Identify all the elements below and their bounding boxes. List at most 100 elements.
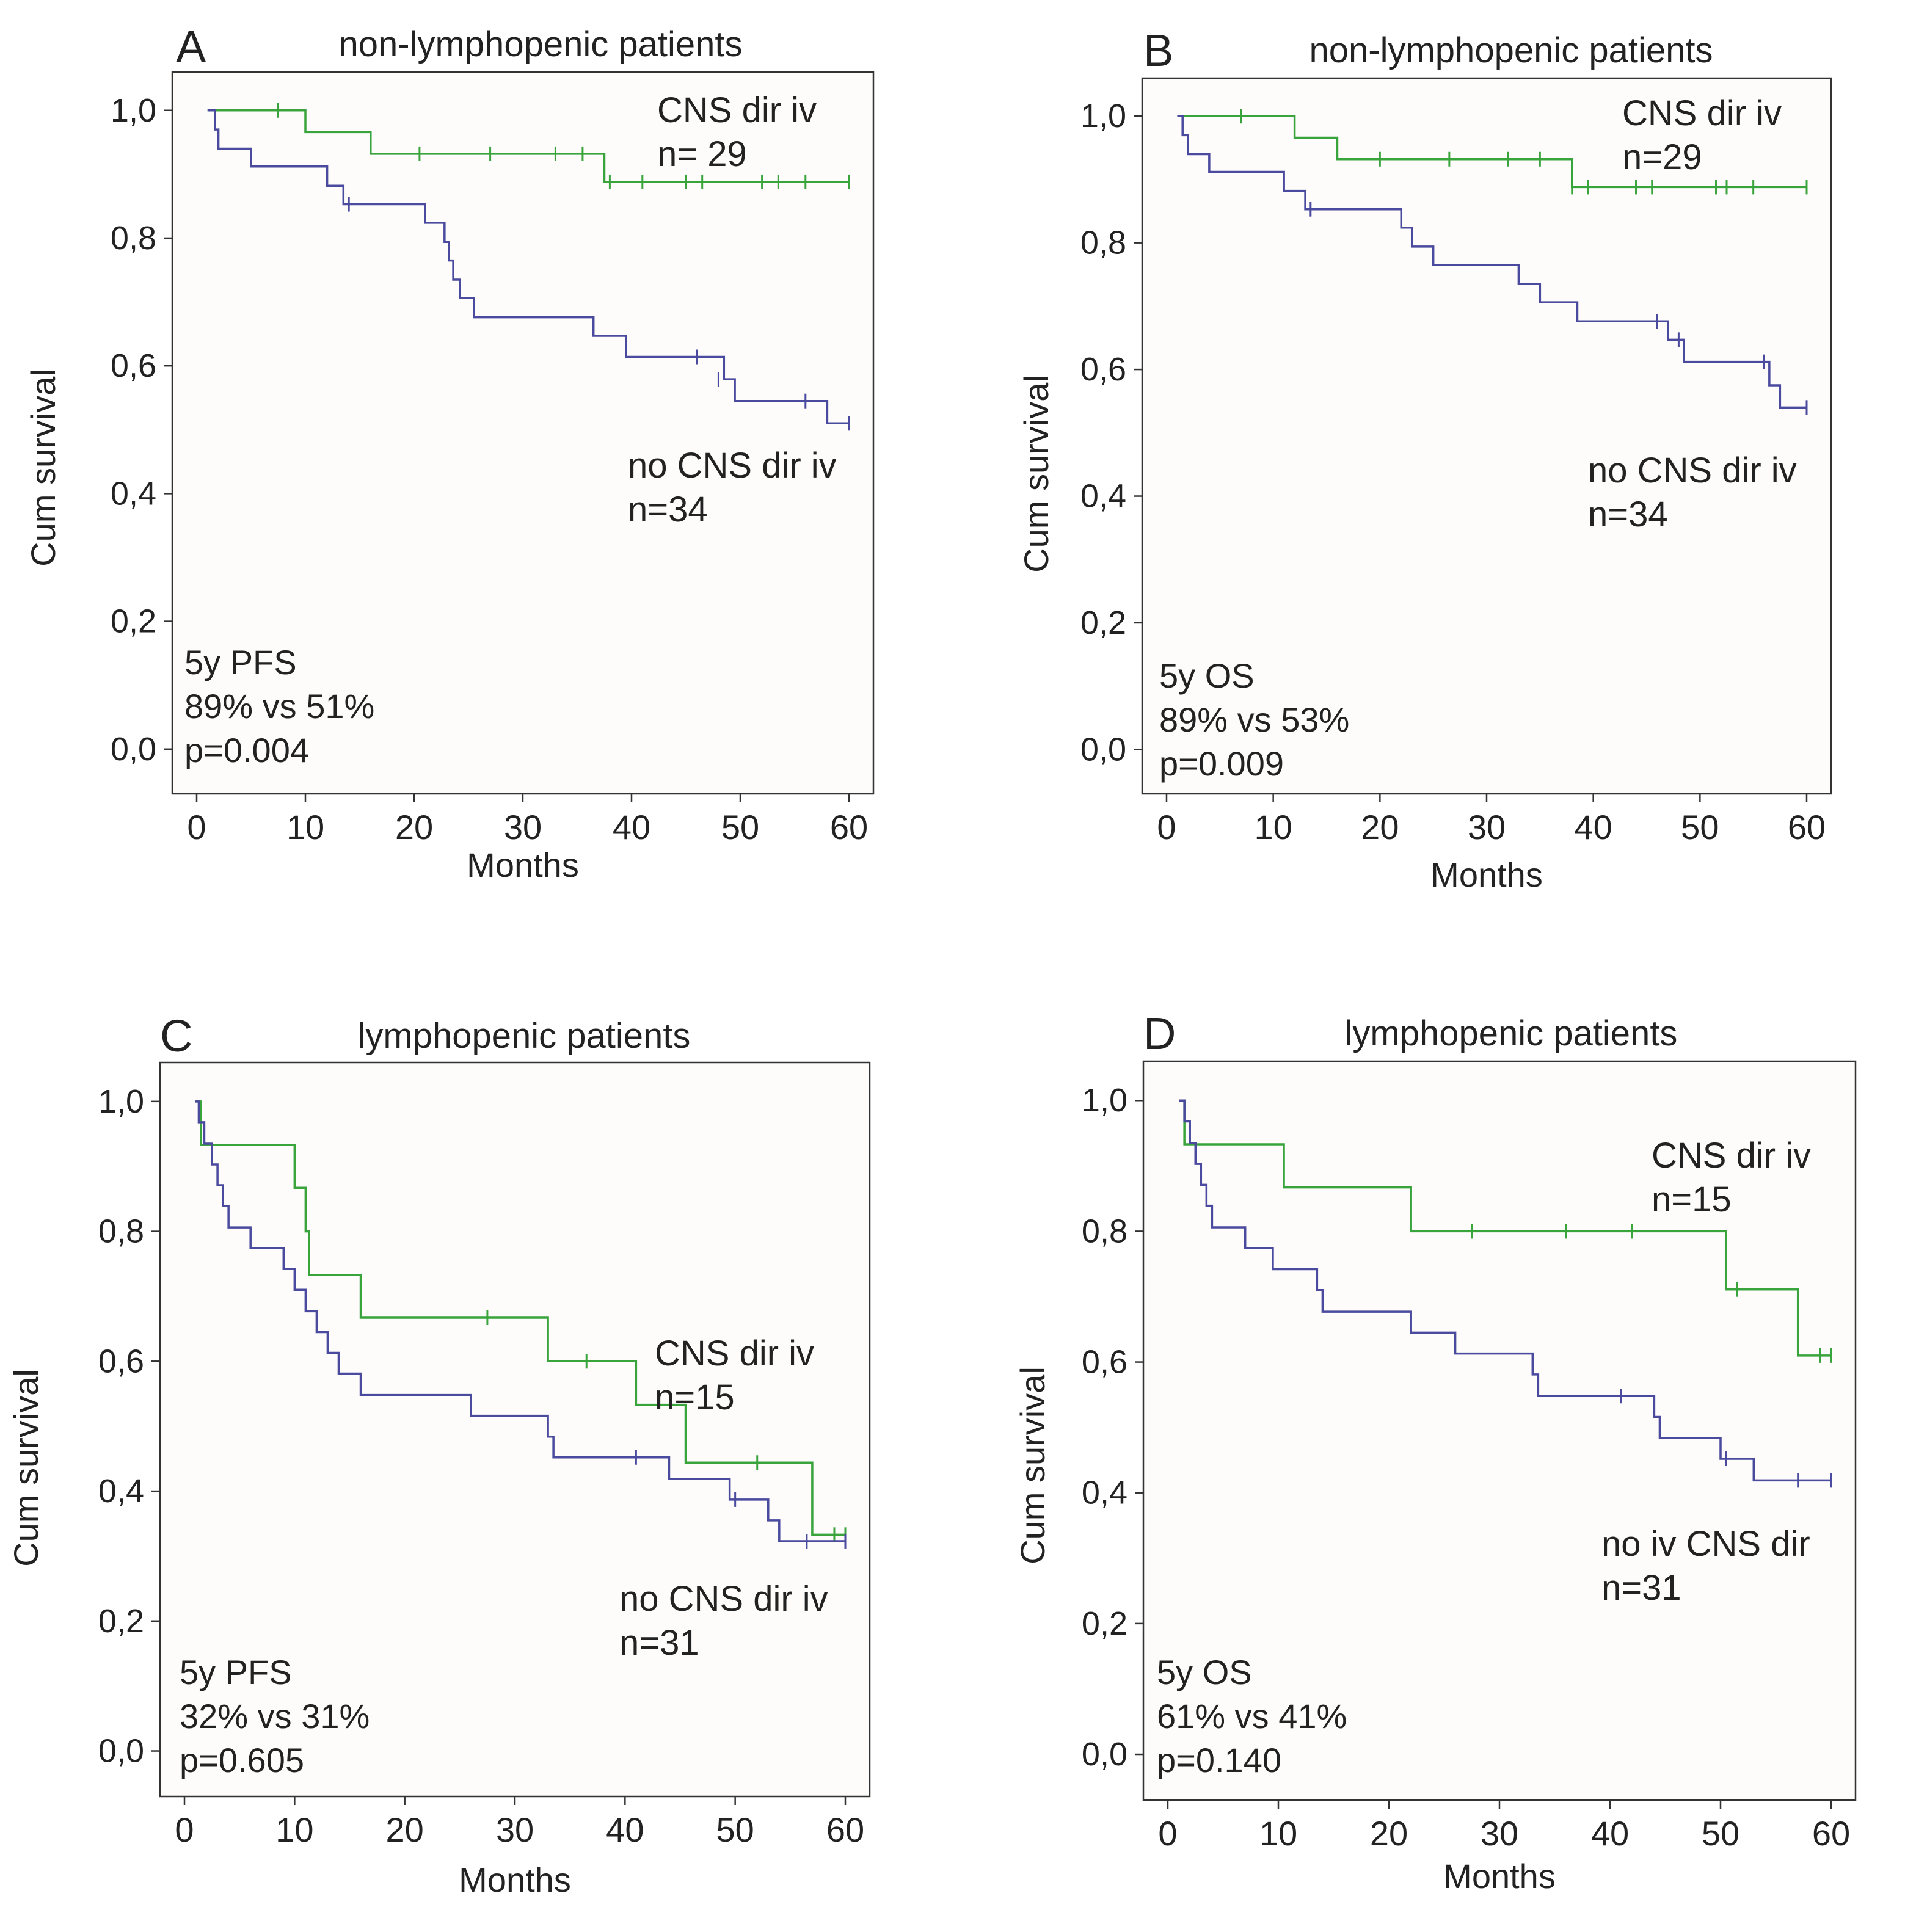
y-tick-label: 1,0 bbox=[111, 92, 156, 129]
series-label: CNS dir iv bbox=[655, 1334, 814, 1373]
y-tick-label: 0,0 bbox=[98, 1733, 144, 1770]
y-tick-label: 0,2 bbox=[111, 603, 156, 640]
series-label: n=34 bbox=[628, 490, 708, 529]
y-tick-label: 0,4 bbox=[98, 1473, 144, 1509]
x-tick-label: 60 bbox=[830, 808, 868, 846]
y-tick-label: 0,2 bbox=[1082, 1605, 1127, 1642]
series-label: no CNS dir iv bbox=[1588, 451, 1797, 490]
series-label: n=29 bbox=[1622, 137, 1702, 177]
series-label: n= 29 bbox=[657, 134, 747, 174]
panel-title: non-lymphopenic patients bbox=[1309, 31, 1713, 70]
stat-text: 5y OS bbox=[1159, 656, 1255, 695]
x-tick-label: 30 bbox=[1481, 1814, 1518, 1853]
y-tick-label: 0,2 bbox=[98, 1603, 144, 1640]
stat-text: 61% vs 41% bbox=[1157, 1697, 1347, 1735]
series-no-cns-dir-iv-curve bbox=[207, 109, 849, 425]
plot-frame bbox=[1142, 1060, 1857, 1801]
panel-title: lymphopenic patients bbox=[1345, 1014, 1678, 1053]
x-tick-label: 50 bbox=[1702, 1814, 1739, 1853]
panel-c: 0,0 0,2 0,4 0,6 0,8 1,0 0 10 20 30 40 50 60 Months Cum… bbox=[7, 1011, 871, 1899]
series-label: no CNS dir iv bbox=[619, 1579, 828, 1619]
y-tick-label: 0,4 bbox=[1080, 478, 1126, 515]
panel-a: 0,0 0,2 0,4 0,6 0,8 1,0 0 10 20 30 40 50 60 Months Cum… bbox=[24, 21, 875, 884]
stat-text: p=0.009 bbox=[1159, 744, 1284, 783]
series-no-cns-dir-iv-curve bbox=[195, 1100, 845, 1542]
y-tick-label: 0,6 bbox=[1082, 1344, 1127, 1381]
y-tick-label: 0,6 bbox=[98, 1343, 144, 1379]
series-label: CNS dir iv bbox=[1652, 1136, 1811, 1175]
x-tick-label: 50 bbox=[716, 1810, 754, 1849]
panel-b: 0,0 0,2 0,4 0,6 0,8 1,0 0 10 20 30 40 50 60 Months Cum… bbox=[1017, 25, 1832, 894]
stat-text: p=0.004 bbox=[184, 731, 309, 769]
series-label: CNS dir iv bbox=[1622, 93, 1782, 133]
x-tick-label: 30 bbox=[504, 808, 542, 846]
series-cns-dir-iv-curve bbox=[207, 109, 849, 183]
x-tick-label: 0 bbox=[175, 1810, 194, 1849]
y-axis-label: Cum survival bbox=[1013, 1367, 1052, 1564]
y-axis-label: Cum survival bbox=[1017, 375, 1055, 573]
y-tick-label: 0,8 bbox=[1082, 1213, 1127, 1249]
panel-title: non-lymphopenic patients bbox=[339, 24, 743, 64]
x-tick-label: 40 bbox=[1591, 1814, 1629, 1853]
y-tick-label: 0,6 bbox=[1080, 351, 1126, 388]
plot-frame bbox=[171, 71, 875, 795]
x-tick-label: 60 bbox=[1788, 808, 1826, 846]
x-tick-label: 50 bbox=[721, 808, 759, 846]
series-cns-dir-iv-curve bbox=[1179, 1099, 1831, 1357]
x-tick-label: 0 bbox=[1157, 808, 1176, 846]
x-tick-label: 30 bbox=[1468, 808, 1506, 846]
y-tick-label: 0,0 bbox=[1080, 731, 1126, 768]
x-tick-label: 20 bbox=[395, 808, 433, 846]
y-tick-label: 1,0 bbox=[1082, 1082, 1127, 1119]
stat-text: p=0.140 bbox=[1157, 1741, 1281, 1779]
panel-letter: D bbox=[1143, 1008, 1176, 1059]
stat-text: 89% vs 53% bbox=[1159, 700, 1349, 739]
panel-letter: C bbox=[160, 1011, 192, 1061]
panel-letter: A bbox=[176, 21, 206, 72]
x-tick-label: 10 bbox=[1255, 808, 1292, 846]
y-tick-label: 0,0 bbox=[111, 731, 156, 768]
panel-d: 0,0 0,2 0,4 0,6 0,8 1,0 0 10 20 30 40 50 60 Months Cum… bbox=[1013, 1008, 1857, 1895]
y-tick-label: 1,0 bbox=[98, 1083, 144, 1120]
y-tick-label: 0,2 bbox=[1080, 605, 1126, 641]
x-tick-label: 0 bbox=[1158, 1814, 1177, 1853]
x-tick-label: 60 bbox=[1812, 1814, 1850, 1853]
stat-text: 5y PFS bbox=[184, 643, 297, 681]
series-no-iv-cns-dir-curve bbox=[1179, 1099, 1831, 1482]
panel-title: lymphopenic patients bbox=[358, 1016, 691, 1056]
x-axis-label: Months bbox=[459, 1861, 571, 1899]
series-label: n=15 bbox=[1652, 1180, 1732, 1219]
y-axis-label: Cum survival bbox=[7, 1369, 45, 1567]
x-tick-label: 20 bbox=[1361, 808, 1399, 846]
x-tick-label: 40 bbox=[613, 808, 650, 846]
x-tick-label: 40 bbox=[1575, 808, 1612, 846]
y-tick-label: 1,0 bbox=[1080, 98, 1126, 134]
stat-text: 89% vs 51% bbox=[184, 687, 374, 725]
x-axis-label: Months bbox=[1443, 1857, 1556, 1895]
series-label: n=31 bbox=[619, 1623, 699, 1663]
x-tick-label: 30 bbox=[496, 1810, 534, 1849]
series-label: n=15 bbox=[655, 1378, 735, 1417]
x-tick-label: 10 bbox=[286, 808, 324, 846]
x-tick-label: 0 bbox=[187, 808, 206, 846]
y-tick-label: 0,4 bbox=[1082, 1475, 1127, 1511]
y-tick-label: 0,8 bbox=[111, 220, 156, 256]
stat-text: 5y PFS bbox=[180, 1653, 292, 1691]
y-tick-label: 0,8 bbox=[98, 1213, 144, 1250]
x-tick-label: 40 bbox=[606, 1810, 644, 1849]
x-axis-label: Months bbox=[467, 846, 579, 884]
x-tick-label: 60 bbox=[826, 1810, 864, 1849]
x-tick-label: 10 bbox=[275, 1810, 313, 1849]
series-label: no iv CNS dir bbox=[1601, 1524, 1810, 1564]
series-cns-dir-iv-curve bbox=[195, 1100, 845, 1536]
y-tick-label: 0,4 bbox=[111, 475, 156, 512]
x-axis-label: Months bbox=[1430, 855, 1543, 894]
panel-letter: B bbox=[1143, 25, 1173, 76]
y-tick-label: 0,0 bbox=[1082, 1736, 1127, 1773]
stat-text: p=0.605 bbox=[180, 1741, 304, 1779]
series-no-cns-dir-iv-curve bbox=[1177, 115, 1807, 409]
stat-text: 32% vs 31% bbox=[180, 1697, 370, 1735]
stat-text: 5y OS bbox=[1157, 1653, 1252, 1691]
plot-frame bbox=[159, 1061, 871, 1798]
y-tick-label: 0,6 bbox=[111, 347, 156, 384]
